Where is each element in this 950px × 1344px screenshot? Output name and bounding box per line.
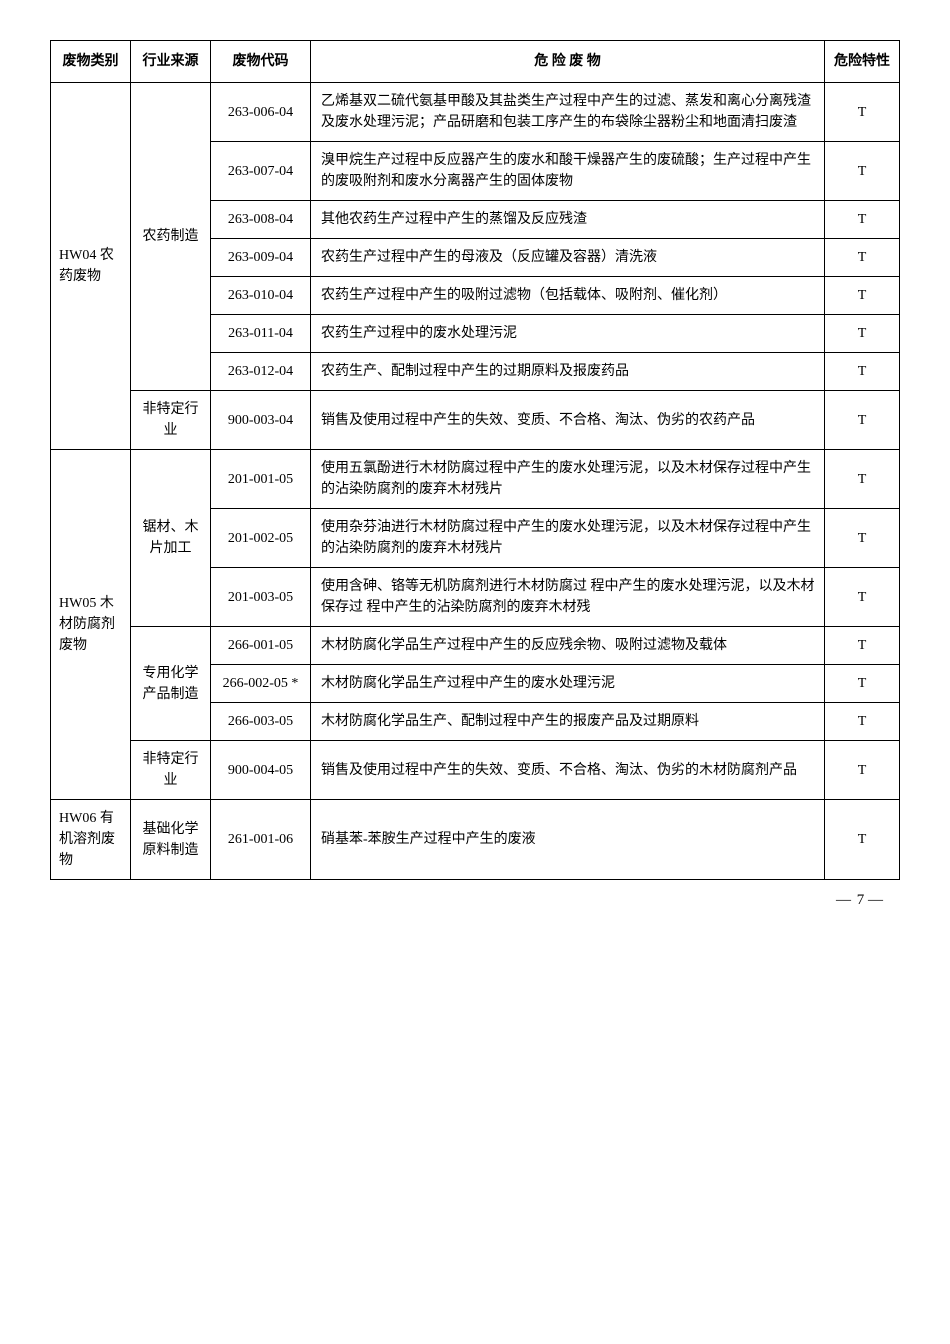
hazard-cell: T bbox=[825, 450, 900, 509]
header-description: 危 险 废 物 bbox=[311, 41, 825, 83]
industry-cell: 非特定行业 bbox=[131, 391, 211, 450]
code-cell: 261-001-06 bbox=[211, 800, 311, 880]
table-header-row: 废物类别 行业来源 废物代码 危 险 废 物 危险特性 bbox=[51, 41, 900, 83]
table-row: 非特定行业900-003-04销售及使用过程中产生的失效、变质、不合格、淘汰、伪… bbox=[51, 391, 900, 450]
code-cell: 263-011-04 bbox=[211, 315, 311, 353]
hazard-cell: T bbox=[825, 315, 900, 353]
industry-cell: 基础化学原料制造 bbox=[131, 800, 211, 880]
header-category: 废物类别 bbox=[51, 41, 131, 83]
table-row: HW04 农药废物农药制造263-006-04乙烯基双二硫代氨基甲酸及其盐类生产… bbox=[51, 83, 900, 142]
industry-cell: 专用化学产品制造 bbox=[131, 627, 211, 741]
hazard-cell: T bbox=[825, 201, 900, 239]
hazard-cell: T bbox=[825, 391, 900, 450]
header-code: 废物代码 bbox=[211, 41, 311, 83]
description-cell: 销售及使用过程中产生的失效、变质、不合格、淘汰、伪劣的农药产品 bbox=[311, 391, 825, 450]
code-cell: 201-002-05 bbox=[211, 509, 311, 568]
header-hazard: 危险特性 bbox=[825, 41, 900, 83]
description-cell: 使用杂芬油进行木材防腐过程中产生的废水处理污泥，以及木材保存过程中产生的沾染防腐… bbox=[311, 509, 825, 568]
industry-cell: 农药制造 bbox=[131, 83, 211, 391]
industry-cell: 锯材、木片加工 bbox=[131, 450, 211, 627]
description-cell: 乙烯基双二硫代氨基甲酸及其盐类生产过程中产生的过滤、蒸发和离心分离残渣及废水处理… bbox=[311, 83, 825, 142]
hazard-cell: T bbox=[825, 277, 900, 315]
code-cell: 263-008-04 bbox=[211, 201, 311, 239]
description-cell: 农药生产、配制过程中产生的过期原料及报废药品 bbox=[311, 353, 825, 391]
table-row: 专用化学产品制造266-001-05木材防腐化学品生产过程中产生的反应残余物、吸… bbox=[51, 627, 900, 665]
page-dash-left: — bbox=[836, 892, 853, 908]
code-cell: 900-004-05 bbox=[211, 741, 311, 800]
description-cell: 销售及使用过程中产生的失效、变质、不合格、淘汰、伪劣的木材防腐剂产品 bbox=[311, 741, 825, 800]
description-cell: 农药生产过程中产生的母液及（反应罐及容器）清洗液 bbox=[311, 239, 825, 277]
code-cell: 263-007-04 bbox=[211, 142, 311, 201]
code-cell: 201-001-05 bbox=[211, 450, 311, 509]
hazard-cell: T bbox=[825, 509, 900, 568]
industry-cell: 非特定行业 bbox=[131, 741, 211, 800]
hazardous-waste-table: 废物类别 行业来源 废物代码 危 险 废 物 危险特性 HW04 农药废物农药制… bbox=[50, 40, 900, 880]
hazard-cell: T bbox=[825, 665, 900, 703]
header-industry: 行业来源 bbox=[131, 41, 211, 83]
category-cell: HW05 木材防腐剂废物 bbox=[51, 450, 131, 800]
page-number: — 7 — bbox=[50, 892, 900, 909]
page-dash-right: — bbox=[868, 892, 885, 908]
code-cell: 266-003-05 bbox=[211, 703, 311, 741]
hazard-cell: T bbox=[825, 353, 900, 391]
description-cell: 使用五氯酚进行木材防腐过程中产生的废水处理污泥，以及木材保存过程中产生的沾染防腐… bbox=[311, 450, 825, 509]
description-cell: 木材防腐化学品生产、配制过程中产生的报废产品及过期原料 bbox=[311, 703, 825, 741]
code-cell: 263-012-04 bbox=[211, 353, 311, 391]
hazard-cell: T bbox=[825, 83, 900, 142]
hazard-cell: T bbox=[825, 703, 900, 741]
description-cell: 使用含砷、铬等无机防腐剂进行木材防腐过 程中产生的废水处理污泥，以及木材保存过 … bbox=[311, 568, 825, 627]
description-cell: 溴甲烷生产过程中反应器产生的废水和酸干燥器产生的废硫酸；生产过程中产生的废吸附剂… bbox=[311, 142, 825, 201]
code-cell: 266-001-05 bbox=[211, 627, 311, 665]
hazard-cell: T bbox=[825, 142, 900, 201]
hazard-cell: T bbox=[825, 800, 900, 880]
code-cell: 900-003-04 bbox=[211, 391, 311, 450]
description-cell: 农药生产过程中产生的吸附过滤物（包括载体、吸附剂、催化剂） bbox=[311, 277, 825, 315]
page-number-value: 7 bbox=[857, 892, 865, 908]
category-cell: HW06 有机溶剂废物 bbox=[51, 800, 131, 880]
table-row: HW06 有机溶剂废物基础化学原料制造261-001-06硝基苯-苯胺生产过程中… bbox=[51, 800, 900, 880]
hazard-cell: T bbox=[825, 568, 900, 627]
description-cell: 其他农药生产过程中产生的蒸馏及反应残渣 bbox=[311, 201, 825, 239]
table-row: HW05 木材防腐剂废物锯材、木片加工201-001-05使用五氯酚进行木材防腐… bbox=[51, 450, 900, 509]
code-cell: 201-003-05 bbox=[211, 568, 311, 627]
description-cell: 硝基苯-苯胺生产过程中产生的废液 bbox=[311, 800, 825, 880]
description-cell: 木材防腐化学品生产过程中产生的反应残余物、吸附过滤物及载体 bbox=[311, 627, 825, 665]
code-cell: 263-010-04 bbox=[211, 277, 311, 315]
description-cell: 农药生产过程中的废水处理污泥 bbox=[311, 315, 825, 353]
hazard-cell: T bbox=[825, 239, 900, 277]
code-cell: 266-002-05 * bbox=[211, 665, 311, 703]
code-cell: 263-009-04 bbox=[211, 239, 311, 277]
hazard-cell: T bbox=[825, 741, 900, 800]
code-cell: 263-006-04 bbox=[211, 83, 311, 142]
hazard-cell: T bbox=[825, 627, 900, 665]
category-cell: HW04 农药废物 bbox=[51, 83, 131, 450]
description-cell: 木材防腐化学品生产过程中产生的废水处理污泥 bbox=[311, 665, 825, 703]
table-row: 非特定行业900-004-05销售及使用过程中产生的失效、变质、不合格、淘汰、伪… bbox=[51, 741, 900, 800]
